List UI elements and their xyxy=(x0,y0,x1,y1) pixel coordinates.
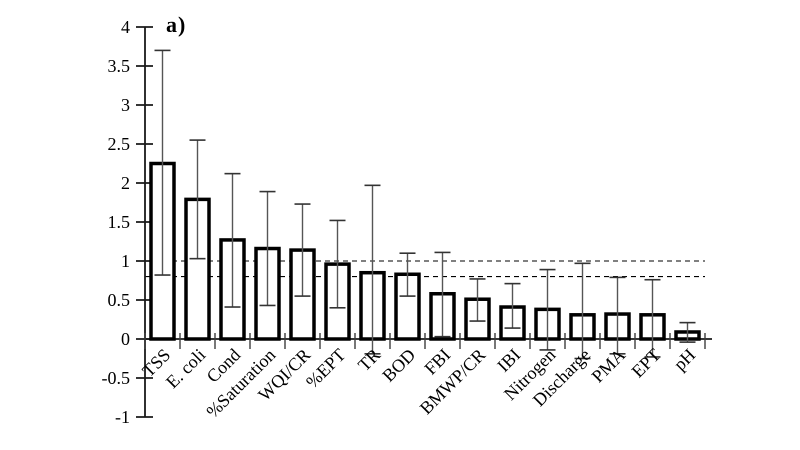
x-category-label-ept: %EPT xyxy=(302,345,349,392)
y-tick-label: 2.5 xyxy=(108,134,131,154)
x-category-label-bmwp-cr: BMWP/CR xyxy=(416,345,490,419)
y-tick-label: 3 xyxy=(121,95,130,115)
y-tick-label: -1 xyxy=(115,407,130,427)
x-category-label-ept: EPT xyxy=(628,345,665,382)
x-category-label-bod: BOD xyxy=(378,345,419,386)
y-tick-label: 1.5 xyxy=(108,212,131,232)
y-tick-label: -0.5 xyxy=(102,368,131,388)
y-tick-label: 4 xyxy=(121,17,130,37)
y-tick-label: 1 xyxy=(121,251,130,271)
panel-label: a) xyxy=(166,12,187,37)
x-category-label-pma: PMA xyxy=(588,345,630,387)
x-category-label-e-coli: E. coli xyxy=(162,345,209,392)
y-tick-label: 3.5 xyxy=(108,56,131,76)
y-tick-label: 0 xyxy=(121,329,130,349)
y-tick-label: 2 xyxy=(121,173,130,193)
x-category-label-ph: pH xyxy=(670,345,700,375)
y-tick-label: 0.5 xyxy=(108,290,131,310)
